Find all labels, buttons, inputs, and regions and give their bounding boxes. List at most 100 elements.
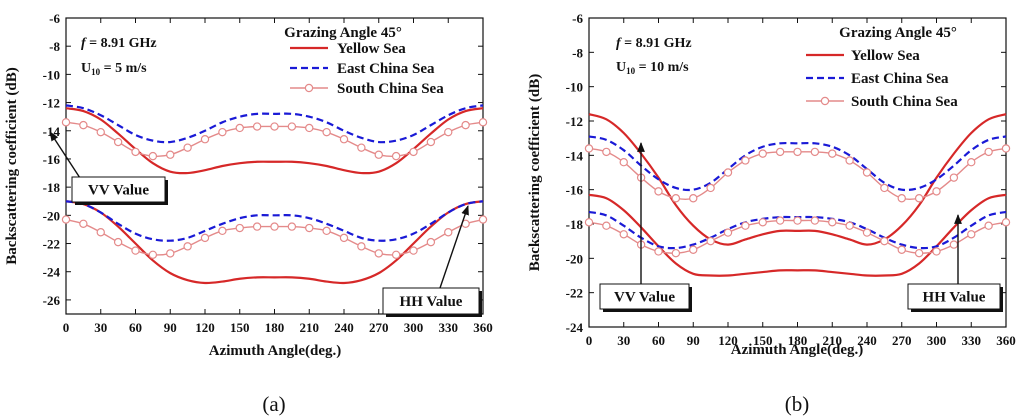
legend-title: Grazing Angle 45° (839, 25, 957, 41)
data-point (914, 194, 924, 203)
data-point (741, 221, 750, 230)
y-tick-label: -10 (566, 80, 583, 95)
legend-label: East China Sea (337, 61, 435, 77)
data-point (723, 168, 733, 177)
wind-value: = 5 m/s (100, 61, 147, 76)
data-point (200, 233, 210, 243)
data-point (602, 221, 611, 230)
data-point (897, 245, 906, 254)
data-point (270, 122, 279, 131)
data-point (793, 147, 802, 157)
data-point (96, 127, 105, 137)
y-tick-label: -20 (566, 251, 583, 266)
series-vv-circle (584, 144, 1011, 203)
data-point (1001, 218, 1011, 227)
data-point (235, 123, 244, 133)
y-tick-label: -12 (566, 114, 583, 129)
data-point (270, 222, 279, 231)
data-point (218, 226, 227, 236)
y-tick-label: -8 (49, 39, 60, 54)
data-point (235, 223, 244, 233)
data-point (322, 226, 331, 236)
data-point (148, 250, 158, 259)
x-tick-label: 270 (369, 320, 389, 335)
y-tick-label: -24 (566, 320, 584, 335)
data-point (619, 157, 628, 167)
x-axis-title: Azimuth Angle(deg.) (731, 342, 864, 358)
y-tick-label: -16 (566, 183, 584, 198)
data-point (810, 216, 820, 225)
data-point (391, 151, 401, 161)
legend-label: South China Sea (337, 81, 444, 97)
vv-label: VV Value (614, 290, 675, 306)
data-point (287, 222, 297, 231)
series-hh-circle (61, 215, 488, 259)
data-point (723, 228, 733, 237)
data-point (183, 143, 192, 152)
legend-label: Yellow Sea (337, 41, 406, 57)
data-point (584, 144, 594, 153)
data-point (758, 149, 767, 158)
vv-box (599, 283, 690, 310)
data-point (828, 149, 837, 158)
data-point (775, 147, 785, 157)
x-axis-title: Azimuth Angle(deg.) (209, 343, 342, 359)
legend-label: East China Sea (851, 71, 949, 87)
data-point (200, 135, 210, 144)
data-point (252, 222, 262, 231)
y-tick-label: -26 (43, 293, 61, 308)
y-axis-title: Backscattering coefficient (dB) (527, 74, 543, 271)
series-vv-dashed (65, 104, 484, 144)
data-point (984, 147, 993, 157)
data-point (602, 147, 611, 157)
series-vv-solid (588, 113, 1007, 246)
x-tick-label: 360 (473, 320, 493, 335)
data-point (148, 151, 158, 161)
data-point (914, 248, 924, 258)
y-tick-label: -12 (43, 96, 60, 111)
x-tick-label: 210 (300, 320, 320, 335)
data-point (584, 218, 594, 227)
wind-subscript: 10 (91, 67, 101, 77)
data-point (619, 230, 628, 239)
data-point (357, 242, 366, 251)
vv-label: VV Value (88, 183, 149, 199)
data-point (862, 228, 872, 237)
series-hh-solid (65, 200, 484, 285)
wind-symbol: U (81, 61, 91, 76)
y-axis-title: Backscattering coefficient (dB) (4, 67, 20, 264)
y-tick-label: -6 (49, 11, 60, 26)
data-point (166, 249, 175, 258)
data-point (775, 216, 785, 225)
hh-label: HH Value (400, 294, 463, 310)
x-tick-label: 210 (823, 333, 843, 348)
series-line (588, 113, 1007, 246)
x-tick-label: 330 (439, 320, 459, 335)
series-hh-dashed (65, 200, 484, 242)
data-point (478, 215, 488, 224)
data-point (706, 236, 715, 246)
data-point (374, 249, 383, 258)
frequency-symbol: f (616, 36, 622, 51)
series-line (588, 193, 1007, 277)
series-line (65, 200, 484, 285)
data-point (409, 147, 418, 157)
data-point (671, 194, 681, 203)
y-tick-label: -6 (572, 11, 583, 26)
x-tick-label: 120 (195, 320, 215, 335)
hh-box (907, 283, 1001, 310)
data-point (305, 223, 314, 233)
data-point (654, 187, 663, 196)
y-tick-label: -22 (43, 237, 60, 252)
series-line (65, 104, 484, 144)
x-tick-label: 30 (617, 333, 630, 348)
x-tick-label: 360 (996, 333, 1016, 348)
data-point (984, 221, 993, 230)
series-line (65, 107, 484, 175)
x-tick-label: 330 (962, 333, 982, 348)
series-line (588, 135, 1007, 192)
data-point (409, 246, 418, 255)
data-point (932, 187, 941, 196)
data-point (339, 233, 349, 243)
